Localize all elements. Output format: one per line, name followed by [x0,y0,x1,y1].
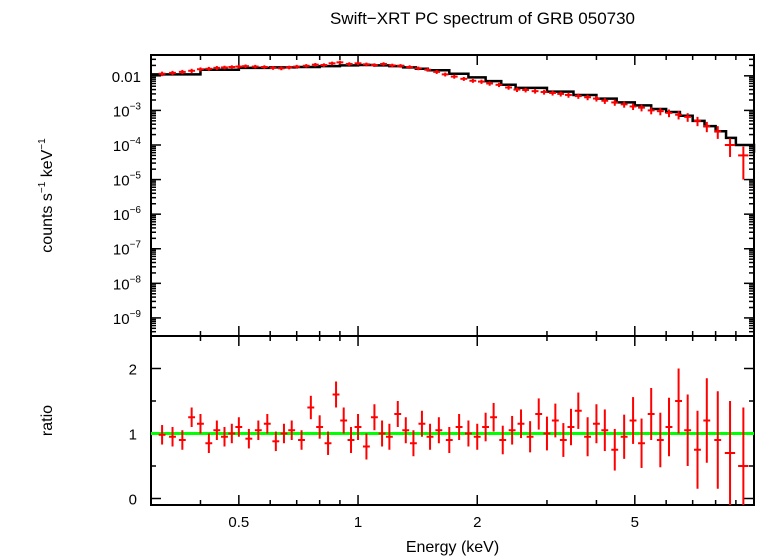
spectrum-panel-frame [150,54,755,337]
x-tick-label: 0.5 [228,514,249,531]
chart-title: Swift−XRT PC spectrum of GRB 050730 [330,9,635,28]
y-tick-label: 0.01 [112,69,141,86]
x-tick-label: 1 [354,514,362,531]
y-tick-label: 10−4 [113,136,142,155]
model-line [151,63,756,153]
y-tick-label: 2 [129,362,137,379]
spectrum-panel: 0.01 10−3 10−4 10−5 10−6 10−7 10−8 10−9 counts … [37,54,756,337]
y-tick-label: 10−6 [113,205,142,224]
spectrum-y-axis-label: counts s−1 keV−1 [37,138,56,253]
x-axis-label: Energy (keV) [406,539,499,556]
spectrum-axis-ticks [150,54,755,337]
y-tick-label: 0 [129,492,137,509]
y-tick-label: 10−9 [113,309,142,328]
spectrum-data-points [158,60,749,180]
energy-x-tick-labels: 0.5 1 2 5 [228,514,639,531]
spectrum-model-line [151,63,756,153]
ratio-data-points [158,368,749,505]
y-tick-label: 1 [129,427,137,444]
y-tick-label: 10−8 [113,274,142,293]
x-tick-label: 5 [631,514,639,531]
y-tick-label: 10−7 [113,240,142,259]
ratio-panel: 0 1 2 0.5 1 2 5 ratio Energy (keV) [39,335,755,556]
ratio-y-axis-label: ratio [39,405,56,436]
y-tick-label: 10−5 [113,171,142,190]
y-tick-label: 10−3 [113,101,142,120]
spectrum-y-tick-labels: 0.01 10−3 10−4 10−5 10−6 10−7 10−8 10−9 [112,69,142,328]
x-tick-label: 2 [473,514,481,531]
ratio-panel-frame [150,335,755,506]
ratio-axis-ticks [150,335,755,505]
ratio-y-tick-labels: 0 1 2 [129,362,137,509]
